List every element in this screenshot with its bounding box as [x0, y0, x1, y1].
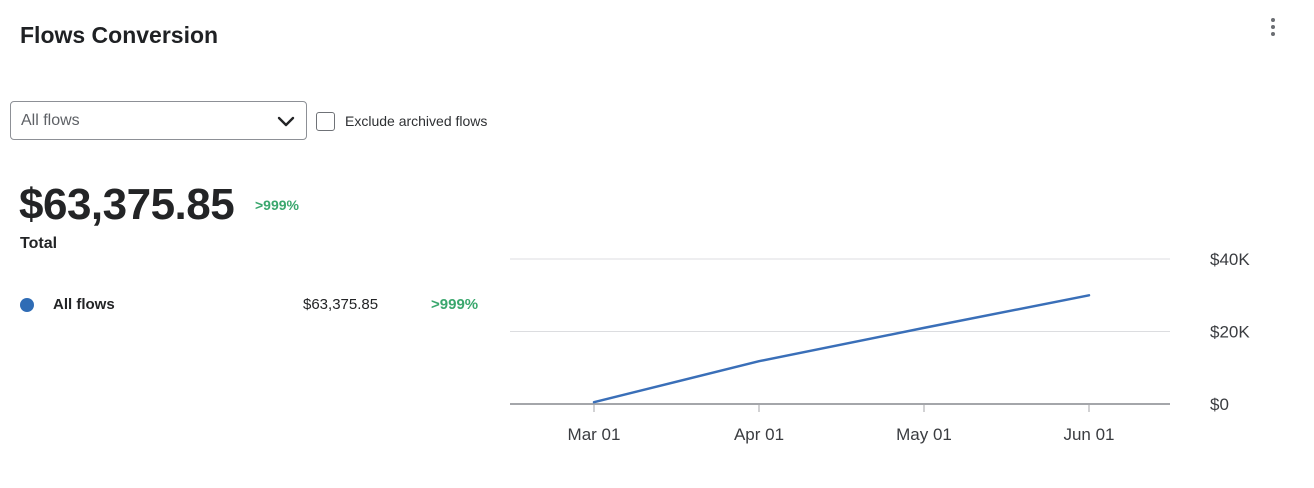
flow-select-value: All flows [21, 111, 80, 129]
y-tick-label: $0 [1210, 395, 1229, 414]
legend-dot [20, 298, 34, 312]
exclude-archived-toggle[interactable]: Exclude archived flows [316, 110, 487, 132]
total-change-badge: >999% [255, 197, 299, 213]
x-tick-label: May 01 [896, 425, 952, 444]
menu-dot [1271, 25, 1275, 29]
exclude-archived-label: Exclude archived flows [345, 113, 488, 129]
menu-dot [1271, 32, 1275, 36]
chevron-down-icon [277, 116, 295, 127]
flow-select-dropdown[interactable]: All flows [10, 101, 307, 140]
legend-series-name: All flows [53, 296, 115, 313]
legend-item: All flows $63,375.85 >999% [20, 295, 490, 315]
more-vertical-icon[interactable] [1262, 14, 1284, 40]
x-tick-label: Jun 01 [1063, 425, 1114, 444]
exclude-archived-checkbox[interactable] [316, 111, 335, 131]
series-line [592, 294, 1091, 404]
menu-dot [1271, 18, 1275, 22]
legend-series-value: $63,375.85 [303, 296, 379, 313]
x-tick-label: Mar 01 [568, 425, 621, 444]
total-value: $63,375.85 [19, 180, 235, 229]
total-label: Total [20, 235, 58, 252]
card-title: Flows Conversion [20, 22, 219, 48]
x-tick-label: Apr 01 [734, 425, 784, 444]
legend-series-change: >999% [431, 296, 479, 313]
y-tick-label: $40K [1210, 250, 1250, 269]
y-tick-label: $20K [1210, 323, 1250, 342]
